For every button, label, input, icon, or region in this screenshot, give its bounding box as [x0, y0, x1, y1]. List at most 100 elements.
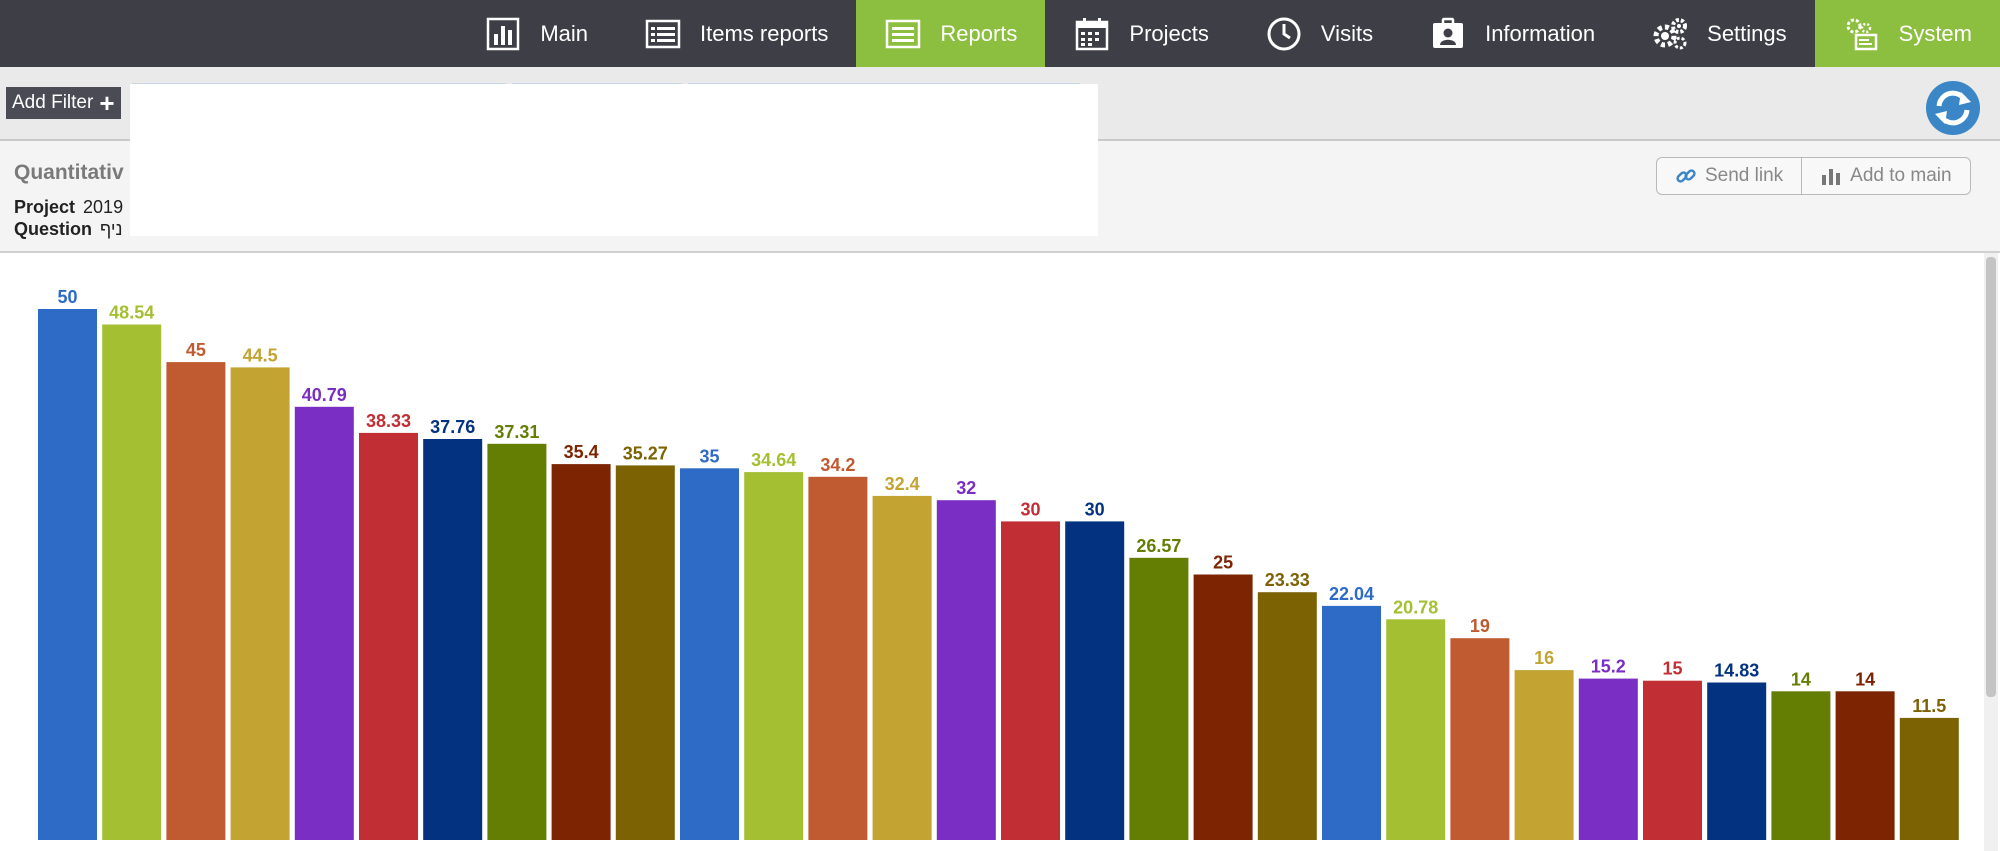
chart-data-label: 30 [1020, 499, 1040, 519]
chart-bar[interactable] [1386, 619, 1446, 840]
nav-visits[interactable]: Visits [1237, 0, 1401, 67]
nav-system[interactable]: System [1814, 0, 2000, 67]
bar-chart-icon [484, 15, 522, 53]
chart-bar[interactable] [230, 367, 290, 840]
chart-data-label: 16 [1534, 648, 1554, 668]
chart-data-label: 32.4 [885, 474, 920, 494]
nav-system-label: System [1898, 20, 1972, 46]
chart-bar[interactable] [680, 468, 739, 840]
chart-data-label: 23.33 [1265, 570, 1310, 590]
chart-data-label: 45 [186, 340, 206, 360]
chart-data-label: 11.5 [1912, 696, 1946, 716]
chart-data-label: 19 [1470, 616, 1490, 636]
bar-chart: 50 48.54 45 44.5 40.79 38.33 37.76 37.31 35.4 35.… [38, 287, 1959, 841]
chart-bar[interactable] [744, 472, 804, 840]
chart-bar[interactable] [1899, 717, 1959, 840]
chart-data-label: 50 [57, 287, 77, 307]
chart-data-label: 38.33 [366, 411, 411, 431]
system-icon [1843, 15, 1881, 53]
report-list-icon [884, 15, 922, 53]
send-link-button[interactable]: Send link [1657, 158, 1801, 194]
chart-bar[interactable] [359, 432, 418, 840]
link-icon [1676, 169, 1696, 183]
chart-data-label: 35.27 [623, 443, 668, 463]
plus-icon: + [99, 88, 115, 118]
chart-bar[interactable] [1514, 670, 1574, 840]
nav-main[interactable]: Main [456, 0, 616, 67]
chart-data-label: 40.79 [302, 385, 347, 405]
project-value: 2019 [83, 197, 124, 217]
nav-settings-label: Settings [1707, 20, 1787, 46]
add-filter-label: Add Filter [12, 92, 94, 113]
calendar-icon [1073, 15, 1111, 53]
report-title: Quantitativ [14, 161, 124, 184]
report-actions: Send link Add to main [1656, 157, 1971, 195]
chart-bar[interactable] [1578, 678, 1638, 840]
nav-information-label: Information [1485, 20, 1596, 46]
vertical-scrollbar[interactable] [1984, 253, 1998, 851]
chart-bar[interactable] [936, 500, 996, 840]
send-link-label: Send link [1705, 165, 1784, 186]
clock-icon [1265, 15, 1303, 53]
chart-data-label: 44.5 [243, 345, 278, 365]
scrollbar-thumb[interactable] [1986, 257, 1996, 697]
chart-bar[interactable] [1257, 592, 1317, 840]
bar-chart-icon [1822, 169, 1841, 185]
chart-bar[interactable] [294, 406, 354, 840]
nav-settings[interactable]: Settings [1623, 0, 1815, 67]
chart-bar[interactable] [551, 464, 611, 840]
nav-items-reports-label: Items reports [700, 20, 829, 46]
redacted-area [130, 84, 1098, 236]
chart-bar[interactable] [166, 362, 226, 840]
chart-data-label: 14 [1791, 669, 1811, 689]
chart-data-label: 34.64 [751, 450, 796, 470]
chart-data-label: 30 [1085, 499, 1105, 519]
chart-data-label: 37.76 [430, 417, 475, 437]
question-label: Question [14, 219, 93, 239]
list-icon [644, 15, 682, 53]
chart-bar[interactable] [1001, 521, 1060, 840]
refresh-button[interactable] [1926, 81, 1980, 135]
chart-bar[interactable] [1129, 557, 1189, 840]
nav-visits-label: Visits [1320, 20, 1374, 46]
chart-data-label: 22.04 [1329, 584, 1374, 604]
add-to-main-label: Add to main [1850, 165, 1952, 186]
chart-data-label: 35 [699, 446, 719, 466]
chart-bar[interactable] [1322, 605, 1381, 840]
chart-bar[interactable] [38, 309, 97, 840]
nav-items-reports[interactable]: Items reports [616, 0, 856, 67]
chart-bar[interactable] [1065, 521, 1125, 840]
chart-area: 50 48.54 45 44.5 40.79 38.33 37.76 37.31 35.4 35.… [0, 253, 2000, 851]
chart-bar[interactable] [487, 443, 547, 840]
chart-bar[interactable] [615, 465, 675, 840]
chart-bar[interactable] [1450, 638, 1510, 840]
chart-data-label: 32 [956, 478, 976, 498]
chart-bar[interactable] [1193, 574, 1253, 841]
contact-card-icon [1429, 15, 1467, 53]
chart-bar[interactable] [1771, 691, 1831, 840]
chart-data-label: 15.2 [1591, 657, 1626, 677]
gears-icon [1651, 15, 1689, 53]
chart-bar[interactable] [1643, 680, 1702, 840]
chart-data-label: 35.4 [564, 442, 599, 462]
nav-projects-label: Projects [1129, 20, 1209, 46]
nav-main-label: Main [540, 20, 588, 46]
chart-bar[interactable] [808, 476, 868, 840]
question-value: ניף [100, 219, 123, 239]
top-navigation: Main Items reports Reports Projects Visi… [0, 0, 2000, 67]
nav-reports-label: Reports [940, 20, 1018, 46]
chart-data-label: 20.78 [1393, 597, 1438, 617]
chart-data-label: 34.2 [820, 455, 855, 475]
chart-bar[interactable] [1707, 682, 1767, 841]
add-filter-button[interactable]: Add Filter + [6, 87, 121, 119]
nav-information[interactable]: Information [1401, 0, 1623, 67]
nav-projects[interactable]: Projects [1045, 0, 1236, 67]
nav-reports[interactable]: Reports [856, 0, 1046, 67]
chart-data-label: 37.31 [494, 422, 539, 442]
chart-bar[interactable] [102, 324, 162, 841]
add-to-main-button[interactable]: Add to main [1801, 158, 1969, 194]
chart-bar[interactable] [423, 439, 483, 840]
chart-bar[interactable] [1835, 691, 1895, 840]
chart-bar[interactable] [872, 495, 932, 840]
chart-data-label: 15 [1662, 659, 1682, 679]
